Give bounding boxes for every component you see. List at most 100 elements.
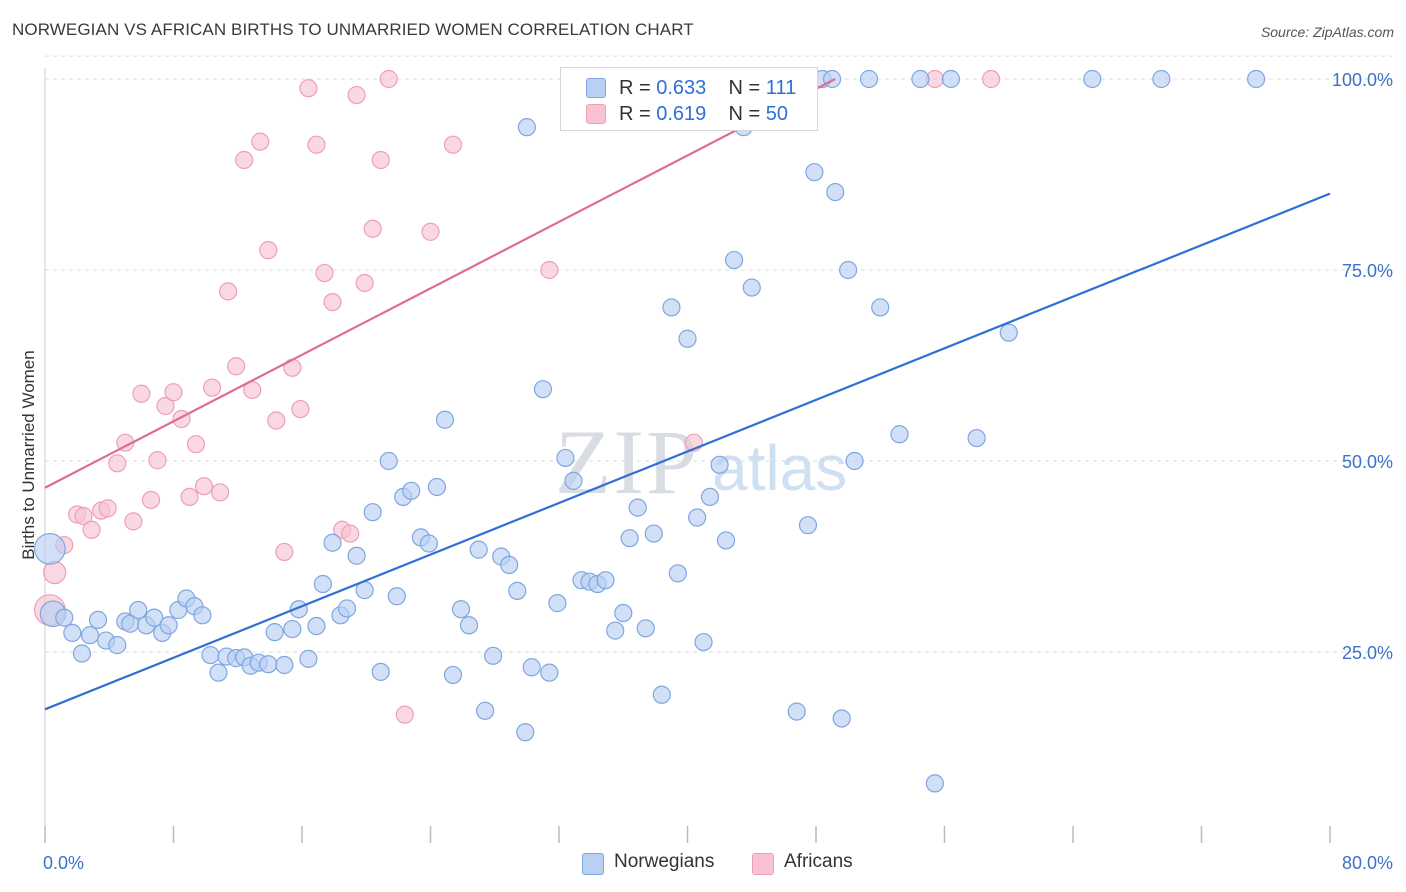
norwegian-point [459, 616, 479, 635]
norwegian-point [606, 621, 625, 640]
trend-lines [44, 78, 1331, 711]
legend-r-label: R = [619, 76, 657, 99]
norwegian-point [307, 616, 326, 636]
bottom-legend-swatch-norwegians [582, 853, 604, 875]
norwegian-point [724, 250, 744, 270]
y-tick-label: 50.0% [1342, 452, 1393, 472]
norwegian-point [925, 774, 944, 793]
african-point [379, 69, 398, 89]
norwegian-point [265, 623, 284, 642]
norwegian-point [564, 471, 583, 490]
african-point [164, 383, 183, 402]
norwegian-point [516, 723, 535, 742]
bottom-legend-swatch-africans [752, 853, 774, 875]
y-tick-label: 100.0% [1332, 70, 1393, 90]
norwegian-point [379, 451, 398, 471]
y-tick-label: 25.0% [1342, 643, 1393, 663]
legend-n-value-africans: 50 [765, 102, 789, 125]
african-points [33, 69, 1001, 724]
norwegian-point [522, 658, 541, 677]
norwegian-point [88, 610, 108, 630]
norwegian-point [476, 701, 495, 720]
norwegian-point [710, 455, 729, 474]
watermark-zip: ZIP [555, 411, 699, 513]
african-point [347, 85, 366, 105]
norwegian-point [716, 531, 736, 550]
norwegian-point [548, 594, 567, 613]
african-point [371, 150, 390, 170]
african-point [82, 520, 101, 539]
legend-r-label: R = [619, 102, 657, 125]
norwegian-point [832, 709, 851, 728]
norwegian-point [435, 410, 455, 429]
norwegian-point [596, 571, 615, 590]
norwegian-point [540, 663, 559, 682]
norwegian-point [652, 685, 671, 704]
norwegian-point [209, 663, 228, 682]
norwegian-trend-line [44, 192, 1331, 711]
african-point [307, 135, 326, 154]
norwegian-point [871, 298, 890, 317]
norwegian-point [911, 69, 930, 89]
norwegian-point [443, 665, 463, 685]
legend-swatch-norwegians [586, 78, 606, 98]
african-point [267, 411, 286, 430]
axes [44, 68, 1331, 843]
legend-n-value-norwegians: 111 [765, 76, 797, 99]
bottom-legend-label-norwegians: Norwegians [614, 851, 715, 872]
norwegian-point [662, 298, 681, 317]
norwegian-point [72, 644, 92, 663]
norwegian-point [299, 649, 318, 668]
norwegian-point [484, 646, 503, 665]
african-point [981, 69, 1001, 89]
african-point [74, 506, 93, 526]
watermark-atlas: atlas [712, 432, 847, 504]
norwegian-point [323, 533, 342, 552]
african-point [355, 273, 374, 293]
african-point [395, 705, 414, 724]
norwegian-points [33, 69, 1266, 793]
norwegian-point [500, 555, 519, 575]
norwegian-point [688, 508, 707, 527]
african-point [148, 451, 167, 470]
norwegian-point [427, 477, 447, 497]
norwegian-point [614, 603, 633, 623]
gridlines [45, 55, 1392, 653]
norwegian-point [159, 616, 178, 635]
norwegian-point [193, 606, 212, 625]
x-tick-label: 0.0% [43, 853, 84, 873]
african-point [186, 435, 206, 454]
norwegian-point [517, 118, 536, 137]
norwegian-point [63, 623, 82, 643]
watermark: ZIP atlas [555, 411, 847, 513]
norwegian-point [700, 487, 720, 507]
norwegian-point [337, 599, 357, 618]
african-point [315, 263, 334, 283]
norwegian-point [201, 645, 220, 665]
african-point [275, 542, 294, 562]
norwegian-point [371, 662, 390, 681]
norwegian-point [967, 428, 986, 448]
norwegian-point [941, 69, 961, 89]
norwegian-point [402, 481, 421, 500]
legend-r-value-norwegians: 0.633 [656, 76, 707, 99]
legend-r-value-africans: 0.619 [656, 102, 707, 125]
norwegian-point [668, 564, 687, 583]
norwegian-point [313, 574, 332, 594]
norwegian-point [259, 655, 278, 674]
norwegian-point [419, 534, 438, 553]
african-point [219, 282, 238, 301]
african-point [291, 399, 310, 419]
norwegian-point [628, 498, 647, 517]
norwegian-point [363, 503, 382, 522]
african-point [98, 499, 117, 518]
norwegian-point [805, 163, 824, 182]
norwegian-point [1152, 69, 1171, 89]
correlation-legend: R = 0.633 N = 111 R = 0.619 N = 50 [560, 67, 818, 131]
norwegian-point [999, 323, 1018, 342]
norwegian-point [129, 600, 148, 620]
norwegian-point [694, 632, 713, 652]
norwegian-point [283, 619, 302, 639]
norwegian-point [556, 448, 575, 468]
